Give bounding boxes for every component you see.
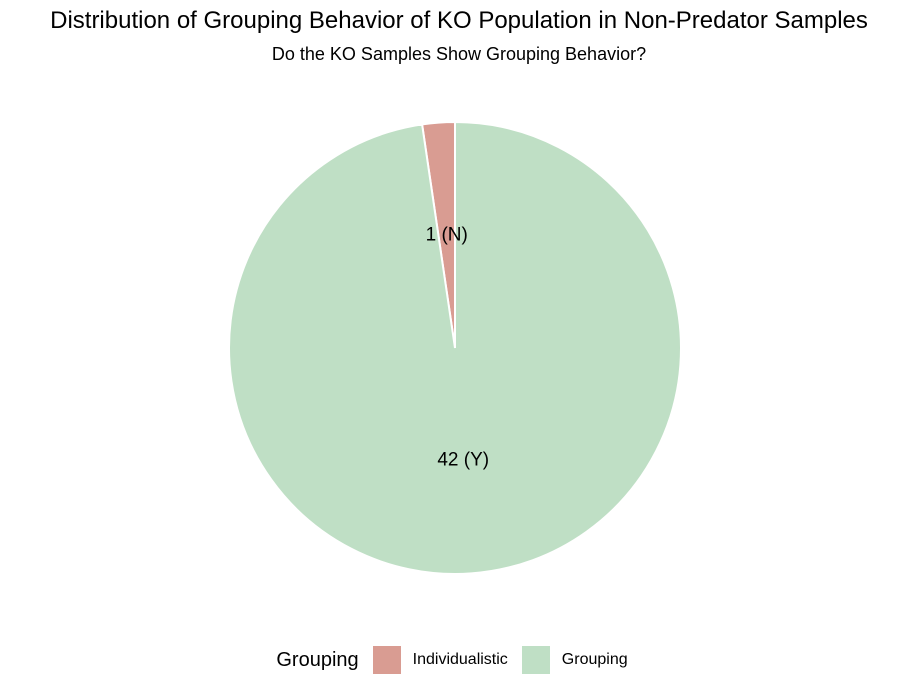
legend-swatch-grouping	[521, 646, 550, 674]
slice-label-individualistic: 1 (N)	[426, 224, 468, 245]
legend-swatch-individualistic	[372, 646, 401, 674]
legend-label-individualistic: Individualistic	[412, 651, 508, 668]
chart-subtitle: Do the KO Samples Show Grouping Behavior…	[271, 44, 647, 64]
pie-slice-labels: 1 (N) 42 (Y)	[426, 224, 489, 470]
pie-slices	[228, 120, 682, 575]
slice-label-grouping: 42 (Y)	[437, 450, 489, 471]
legend-item-individualistic: Individualistic	[372, 646, 508, 674]
pie-slice-grouping	[228, 120, 682, 575]
legend-label-grouping: Grouping	[561, 651, 628, 668]
legend-item-grouping: Grouping	[521, 646, 628, 674]
legend-title: Grouping	[276, 648, 359, 671]
chart-title: Distribution of Grouping Behavior of KO …	[50, 7, 868, 34]
legend: Grouping Individualistic Grouping	[0, 644, 918, 676]
